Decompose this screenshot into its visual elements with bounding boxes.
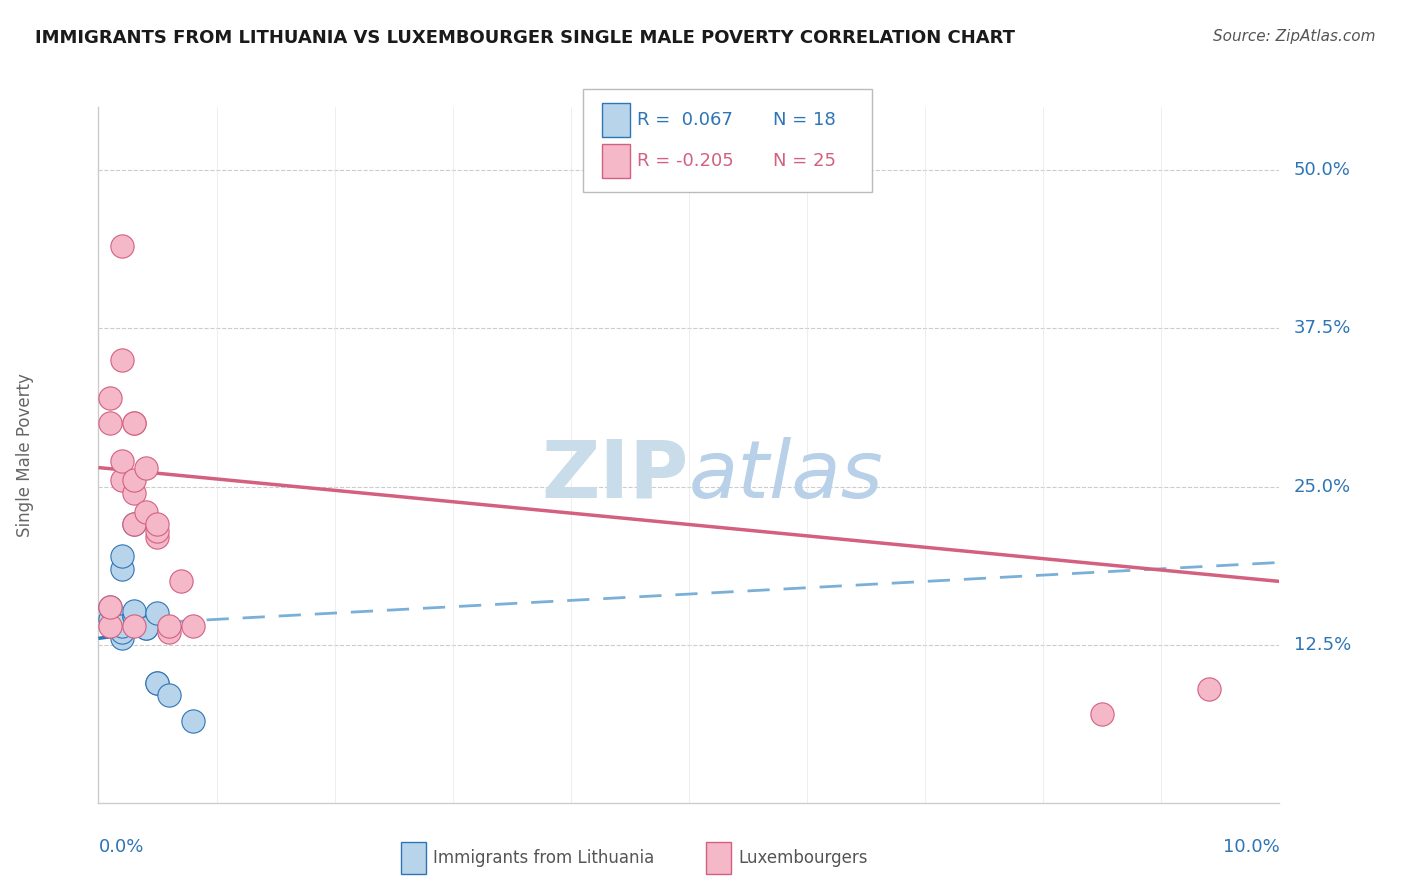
Point <box>98 599 121 614</box>
Point <box>98 612 121 626</box>
Point <box>122 603 145 617</box>
Point <box>146 524 169 538</box>
Point <box>122 486 145 500</box>
Point <box>170 574 193 589</box>
Point <box>111 454 134 468</box>
Point <box>146 675 169 690</box>
Text: 10.0%: 10.0% <box>1223 838 1279 856</box>
Point <box>122 618 145 632</box>
Text: 12.5%: 12.5% <box>1294 636 1351 654</box>
Text: N = 25: N = 25 <box>773 153 837 170</box>
Point <box>157 688 180 702</box>
Point <box>1198 681 1220 696</box>
Text: ZIP: ZIP <box>541 437 689 515</box>
Point <box>135 460 157 475</box>
Text: N = 18: N = 18 <box>773 111 837 128</box>
Text: R = -0.205: R = -0.205 <box>637 153 734 170</box>
Point <box>111 239 134 253</box>
Point <box>111 618 134 632</box>
Point <box>157 625 180 640</box>
Point <box>111 549 134 563</box>
Point <box>122 417 145 431</box>
Point <box>135 621 157 635</box>
Text: 50.0%: 50.0% <box>1294 161 1350 179</box>
Point <box>98 618 121 632</box>
Point <box>135 621 157 635</box>
Point <box>181 714 204 728</box>
Point <box>157 618 180 632</box>
Point <box>98 391 121 405</box>
Text: 37.5%: 37.5% <box>1294 319 1351 337</box>
Point <box>1091 707 1114 722</box>
Text: 0.0%: 0.0% <box>98 838 143 856</box>
Point <box>122 608 145 623</box>
Text: IMMIGRANTS FROM LITHUANIA VS LUXEMBOURGER SINGLE MALE POVERTY CORRELATION CHART: IMMIGRANTS FROM LITHUANIA VS LUXEMBOURGE… <box>35 29 1015 46</box>
Text: 25.0%: 25.0% <box>1294 477 1351 496</box>
Point <box>122 608 145 623</box>
Point <box>122 417 145 431</box>
Point <box>111 353 134 368</box>
Point <box>122 517 145 532</box>
Point <box>146 517 169 532</box>
Point <box>98 417 121 431</box>
Text: Luxembourgers: Luxembourgers <box>738 849 868 867</box>
Point <box>98 599 121 614</box>
Text: atlas: atlas <box>689 437 884 515</box>
Text: R =  0.067: R = 0.067 <box>637 111 733 128</box>
Point <box>122 517 145 532</box>
Point <box>122 473 145 487</box>
Point <box>146 675 169 690</box>
Point <box>181 618 204 632</box>
Point <box>135 505 157 519</box>
Point <box>111 473 134 487</box>
Point <box>111 632 134 646</box>
Text: Single Male Poverty: Single Male Poverty <box>17 373 34 537</box>
Text: Immigrants from Lithuania: Immigrants from Lithuania <box>433 849 654 867</box>
Text: Source: ZipAtlas.com: Source: ZipAtlas.com <box>1212 29 1375 44</box>
Point <box>146 530 169 544</box>
Point <box>111 562 134 576</box>
Point <box>146 606 169 620</box>
Point <box>111 625 134 640</box>
